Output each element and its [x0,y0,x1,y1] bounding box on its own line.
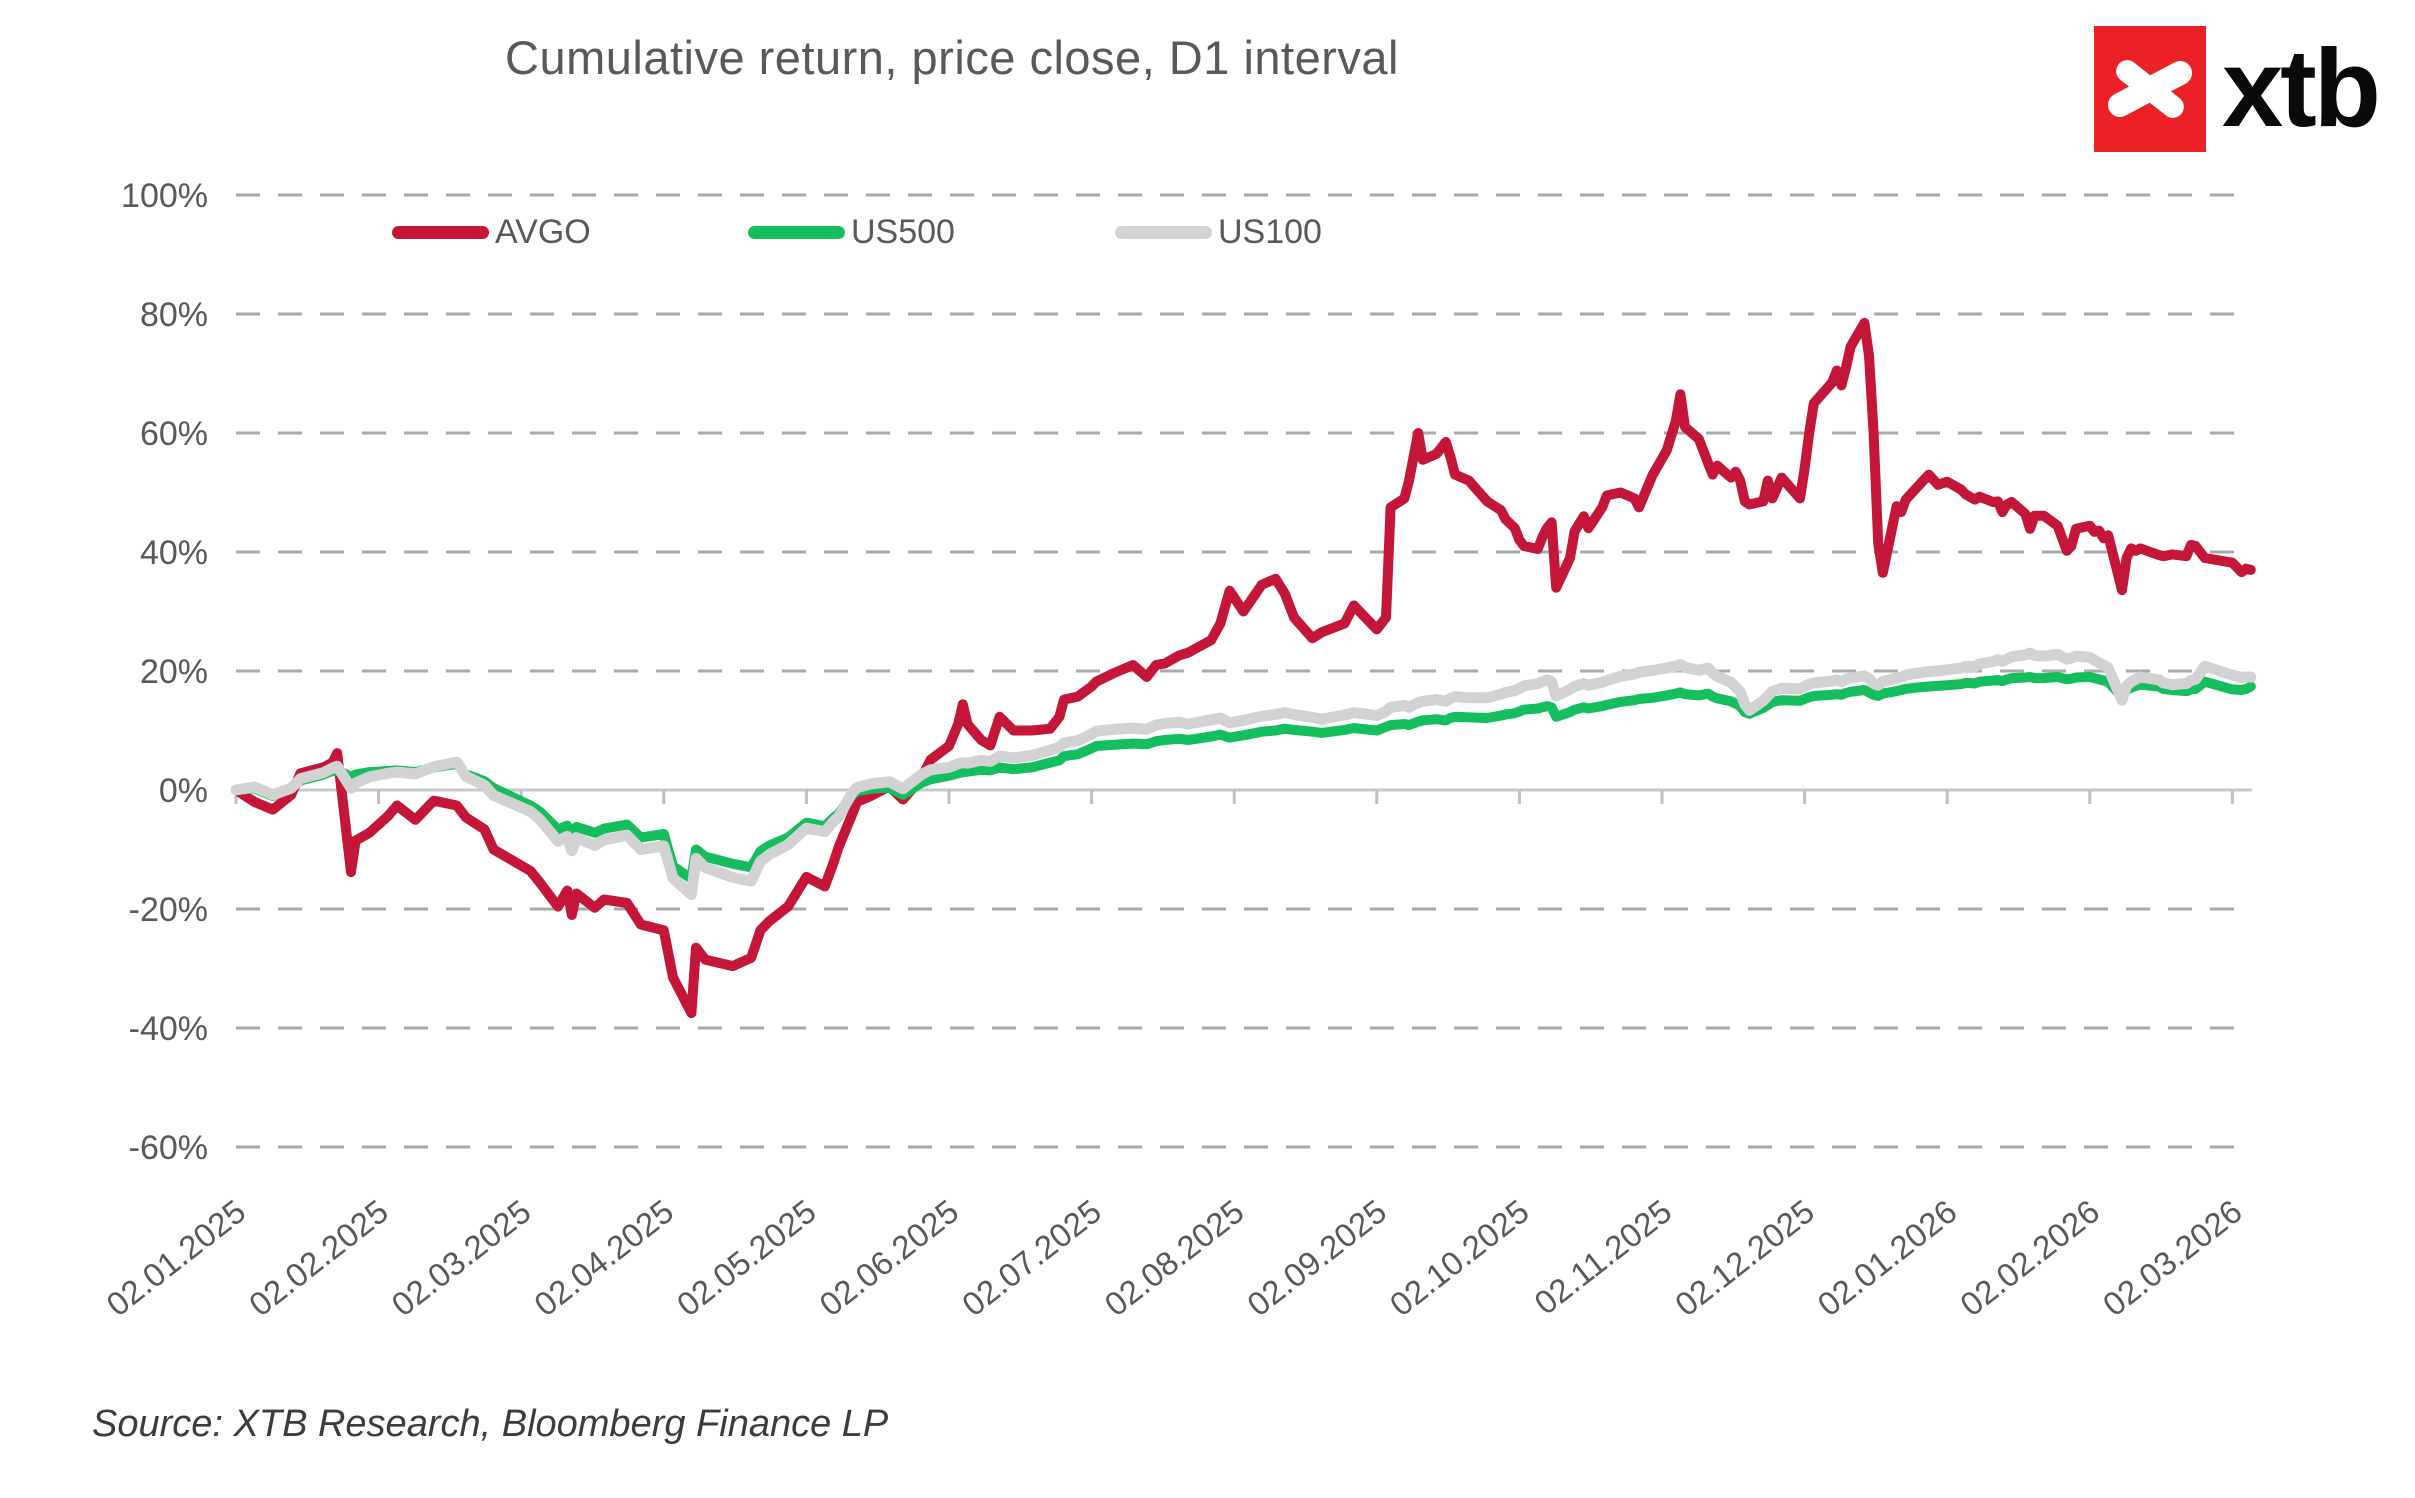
svg-text:02.09.2025: 02.09.2025 [1240,1192,1393,1323]
svg-text:02.10.2025: 02.10.2025 [1383,1192,1536,1323]
svg-text:02.11.2025: 02.11.2025 [1527,1192,1678,1321]
svg-text:02.08.2025: 02.08.2025 [1098,1192,1251,1323]
svg-text:02.01.2025: 02.01.2025 [99,1192,252,1323]
svg-text:02.01.2026: 02.01.2026 [1811,1192,1964,1323]
xtb-logo-icon [2094,26,2206,152]
svg-text:-40%: -40% [129,1010,208,1048]
svg-text:02.05.2025: 02.05.2025 [670,1192,823,1323]
svg-text:02.06.2025: 02.06.2025 [812,1192,965,1323]
svg-text:-20%: -20% [129,891,208,929]
svg-text:20%: 20% [140,653,208,691]
svg-text:80%: 80% [140,296,208,334]
chart-title: Cumulative return, price close, D1 inter… [505,31,1399,84]
xtb-logo-text: xtb [2222,27,2381,150]
svg-text:-60%: -60% [129,1129,208,1167]
svg-text:02.02.2025: 02.02.2025 [242,1192,395,1323]
svg-text:02.07.2025: 02.07.2025 [955,1192,1108,1323]
svg-text:02.03.2026: 02.03.2026 [2096,1192,2249,1323]
source-note: Source: XTB Research, Bloomberg Finance … [92,1403,889,1445]
svg-text:02.03.2025: 02.03.2025 [385,1192,538,1323]
svg-text:02.04.2025: 02.04.2025 [527,1192,680,1323]
svg-text:60%: 60% [140,415,208,453]
svg-text:40%: 40% [140,534,208,572]
svg-text:02.02.2026: 02.02.2026 [1953,1192,2106,1323]
svg-text:02.12.2025: 02.12.2025 [1668,1192,1821,1323]
svg-text:0%: 0% [159,772,208,810]
svg-text:100%: 100% [121,177,208,215]
xtb-logo: xtb [2094,26,2381,152]
